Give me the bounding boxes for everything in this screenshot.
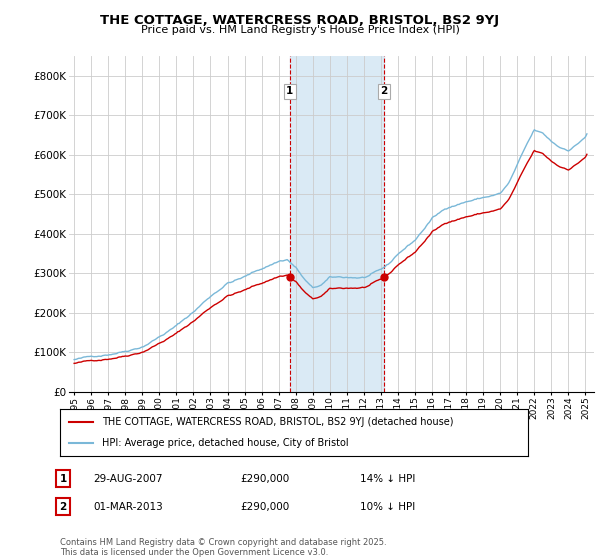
Text: 2: 2: [380, 86, 388, 96]
Text: THE COTTAGE, WATERCRESS ROAD, BRISTOL, BS2 9YJ (detached house): THE COTTAGE, WATERCRESS ROAD, BRISTOL, B…: [102, 417, 454, 427]
Bar: [290, 56, 384, 392]
Text: 14% ↓ HPI: 14% ↓ HPI: [360, 474, 415, 484]
Text: £290,000: £290,000: [240, 474, 289, 484]
Text: 2: 2: [59, 502, 67, 512]
Text: 1: 1: [59, 474, 67, 484]
Text: Price paid vs. HM Land Registry's House Price Index (HPI): Price paid vs. HM Land Registry's House …: [140, 25, 460, 35]
Text: HPI: Average price, detached house, City of Bristol: HPI: Average price, detached house, City…: [102, 438, 349, 448]
Text: 1: 1: [286, 86, 293, 96]
Text: 10% ↓ HPI: 10% ↓ HPI: [360, 502, 415, 512]
Text: 01-MAR-2013: 01-MAR-2013: [93, 502, 163, 512]
Text: Contains HM Land Registry data © Crown copyright and database right 2025.
This d: Contains HM Land Registry data © Crown c…: [60, 538, 386, 557]
Text: £290,000: £290,000: [240, 502, 289, 512]
Text: THE COTTAGE, WATERCRESS ROAD, BRISTOL, BS2 9YJ: THE COTTAGE, WATERCRESS ROAD, BRISTOL, B…: [100, 14, 500, 27]
Text: 29-AUG-2007: 29-AUG-2007: [93, 474, 163, 484]
